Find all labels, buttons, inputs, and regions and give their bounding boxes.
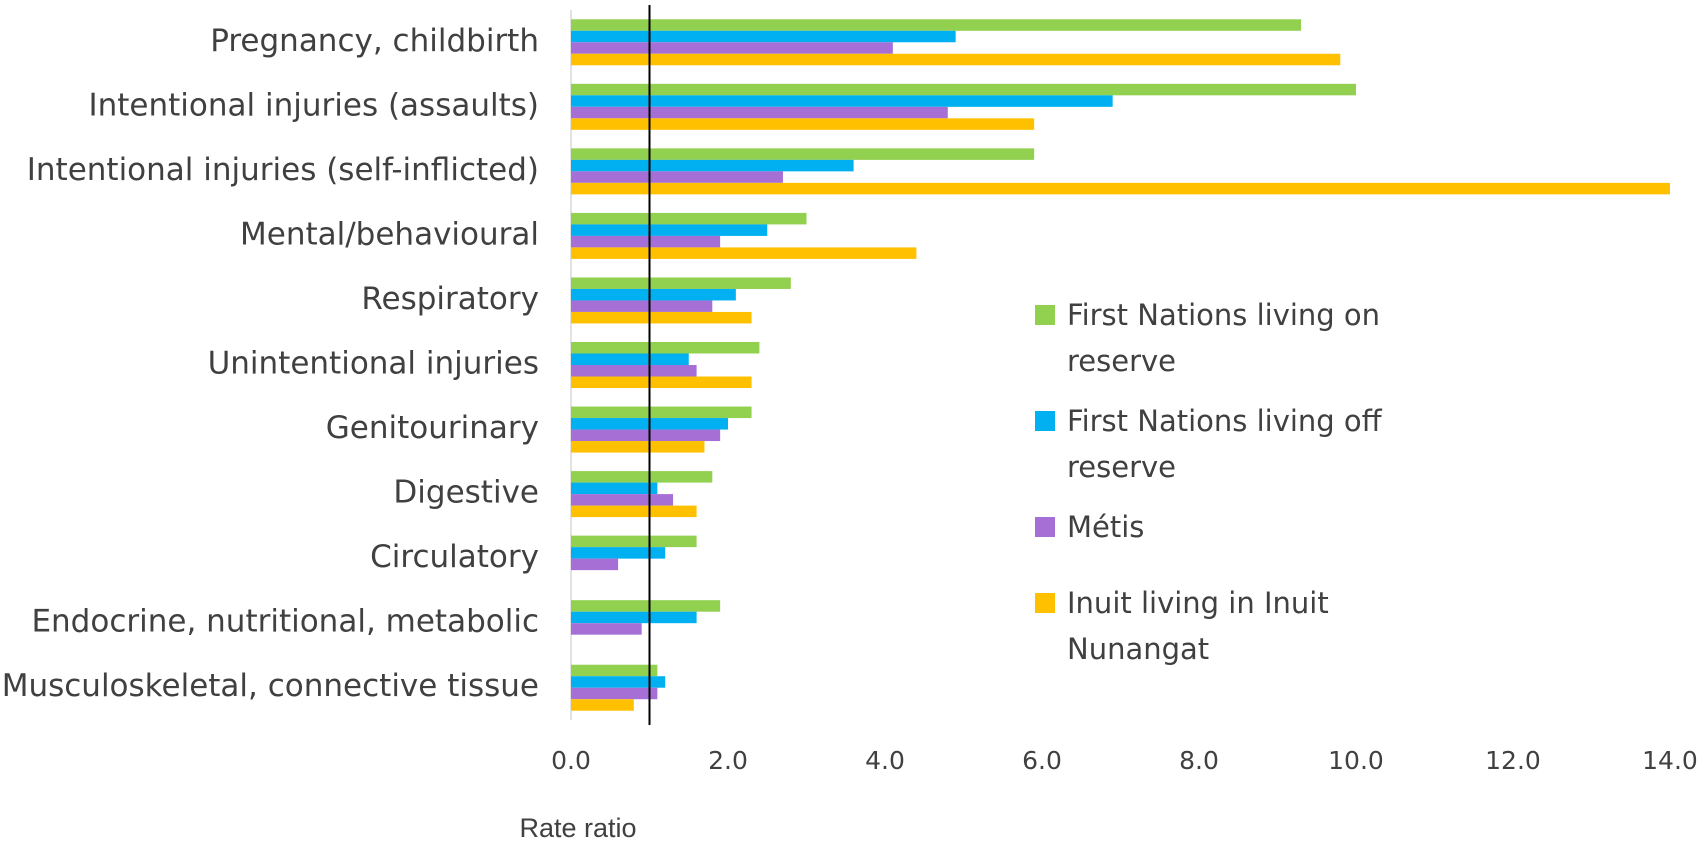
legend: First Nations living on reserve First Nat… (1035, 292, 1455, 686)
category-label: Mental/behavioural (240, 216, 539, 252)
bar (571, 235, 721, 248)
bar (571, 429, 721, 442)
bar (571, 300, 713, 312)
legend-swatch (1035, 593, 1055, 613)
legend-swatch (1035, 411, 1055, 431)
x-tick-label: 8.0 (1179, 746, 1219, 775)
bar (571, 611, 697, 624)
bar (571, 482, 658, 495)
bar (571, 95, 1113, 107)
x-tick-label: 12.0 (1485, 746, 1541, 775)
legend-item: Métis (1035, 504, 1455, 550)
bar (571, 212, 807, 225)
bar (571, 505, 697, 518)
bar (571, 365, 697, 377)
bar (571, 171, 783, 183)
legend-swatch (1035, 517, 1055, 537)
legend-item: First Nations living off reserve (1035, 398, 1455, 490)
category-label: Digestive (393, 475, 539, 511)
bar (571, 247, 917, 259)
category-label: Musculoskeletal, connective tissue (2, 668, 539, 704)
bar (571, 441, 705, 453)
bar (571, 664, 658, 677)
bar (571, 42, 893, 54)
bar (571, 30, 956, 43)
legend-label: First Nations living off reserve (1067, 404, 1382, 484)
bar (571, 687, 658, 700)
legend-swatch (1035, 305, 1055, 325)
legend-label: First Nations living on reserve (1067, 298, 1381, 378)
bar (571, 182, 1670, 195)
category-label: Respiratory (361, 281, 539, 317)
category-label: Unintentional injuries (208, 346, 539, 382)
bar (571, 471, 713, 483)
legend-item: First Nations living on reserve (1035, 292, 1455, 384)
bar (571, 535, 697, 548)
bar (571, 224, 768, 236)
bar (571, 406, 752, 419)
legend-label: Inuit living in Inuit Nunangat (1067, 586, 1329, 666)
bar (571, 547, 666, 559)
bar (571, 342, 760, 354)
bar (571, 118, 1035, 130)
legend-label: Métis (1067, 510, 1145, 544)
bar (571, 376, 752, 388)
x-tick-label: 0.0 (551, 746, 591, 775)
legend-item: Inuit living in Inuit Nunangat (1035, 580, 1455, 672)
x-tick-label: 6.0 (1022, 746, 1062, 775)
bar (571, 83, 1356, 96)
bar (571, 623, 642, 635)
bar (571, 600, 721, 612)
x-axis-label: Rate ratio (519, 813, 636, 843)
bar (571, 159, 854, 172)
category-label: Genitourinary (326, 410, 539, 446)
bar (571, 353, 689, 365)
category-label: Intentional injuries (assaults) (88, 87, 539, 123)
category-label: Endocrine, nutritional, metabolic (31, 604, 539, 640)
category-label: Pregnancy, childbirth (210, 23, 539, 59)
category-label: Circulatory (370, 539, 539, 575)
bar (571, 19, 1302, 31)
bar (571, 494, 674, 506)
x-tick-label: 10.0 (1328, 746, 1384, 775)
bar (571, 53, 1341, 66)
category-label: Intentional injuries (self-inflicted) (27, 152, 539, 188)
bar (571, 558, 619, 571)
x-tick-label: 2.0 (708, 746, 748, 775)
x-tick-label: 14.0 (1642, 746, 1698, 775)
bar (571, 277, 791, 289)
bar (571, 288, 736, 301)
bar (571, 106, 948, 119)
bar (571, 676, 666, 688)
x-tick-label: 4.0 (865, 746, 905, 775)
bar (571, 311, 752, 324)
bar (571, 699, 634, 711)
bar (571, 148, 1035, 160)
